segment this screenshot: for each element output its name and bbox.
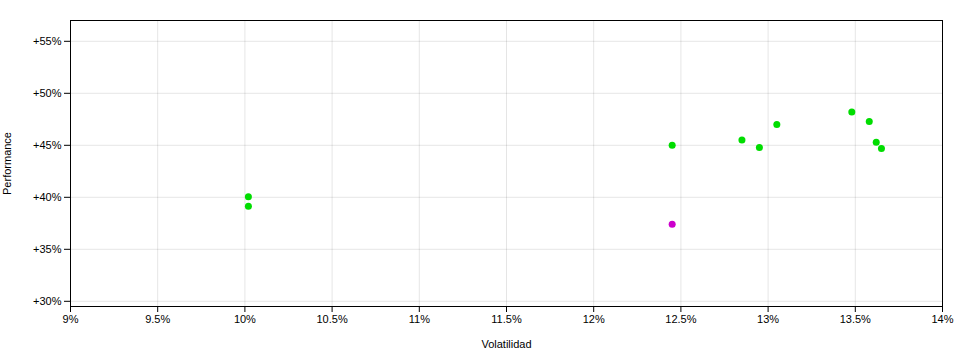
svg-text:12.5%: 12.5% — [665, 313, 696, 325]
svg-text:+30%: +30% — [33, 295, 62, 307]
svg-text:13%: 13% — [757, 313, 779, 325]
svg-text:Performance: Performance — [1, 132, 13, 195]
svg-text:Volatilidad: Volatilidad — [481, 338, 531, 350]
svg-text:11%: 11% — [409, 313, 430, 325]
svg-text:+35%: +35% — [33, 243, 62, 255]
svg-text:13.5%: 13.5% — [840, 313, 871, 325]
svg-text:10.5%: 10.5% — [316, 313, 347, 325]
svg-text:9%: 9% — [63, 313, 79, 325]
svg-text:+50%: +50% — [33, 87, 62, 99]
svg-text:9.5%: 9.5% — [145, 313, 170, 325]
svg-text:10%: 10% — [234, 313, 256, 325]
svg-text:11.5%: 11.5% — [491, 313, 522, 325]
svg-text:12%: 12% — [583, 313, 605, 325]
svg-text:14%: 14% — [931, 313, 953, 325]
svg-text:+55%: +55% — [33, 35, 62, 47]
svg-text:+45%: +45% — [33, 139, 62, 151]
svg-text:+40%: +40% — [33, 191, 62, 203]
